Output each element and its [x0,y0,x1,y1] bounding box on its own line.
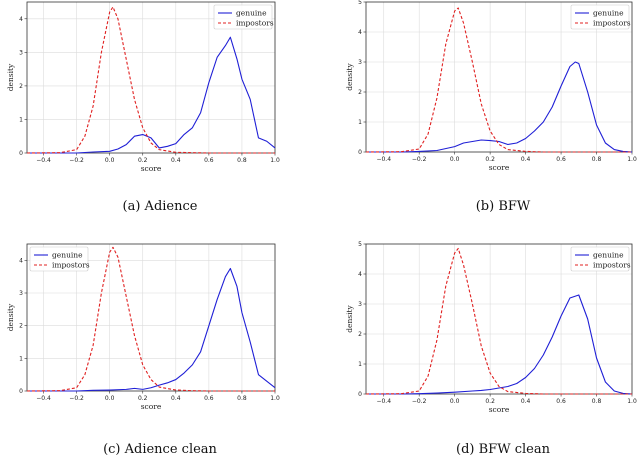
y-tick-label: 4 [358,271,362,278]
x-tick-label: 0.2 [138,157,148,164]
series-line-genuine [366,294,633,395]
x-tick-label: 0.4 [521,156,531,163]
legend-label-genuine: genuine [236,9,267,18]
x-tick-label: −0.4 [36,395,51,402]
chart-panel-1: −0.4 −0.2 0.0 0.2 0.4 0.6 0.8 1.0 0 1 2 3 4 5 score den… [345,0,637,214]
x-tick-label: 0.0 [450,398,460,405]
chart-panel-2: −0.4 −0.2 0.0 0.2 0.4 0.6 0.8 1.0 0 1 2 3 4 score dens… [6,243,280,457]
x-tick-label: 1.0 [270,395,280,402]
series-line-impostors [365,7,632,153]
y-axis-label: density [6,63,15,91]
series-line-impostors [365,247,632,395]
subfigure-caption: (d) BFW clean [456,442,551,457]
plot-frame [365,243,633,395]
y-tick-label: 4 [19,257,23,264]
legend-label-impostors: impostors [593,261,631,270]
x-tick-label: 0.8 [237,157,247,164]
legend-label-genuine: genuine [593,251,624,260]
chart-panel-0: −0.4 −0.2 0.0 0.2 0.4 0.6 0.8 1.0 0 1 2 3 4 score dens… [6,1,280,214]
legend-label-impostors: impostors [236,19,274,28]
y-tick-label: 5 [358,241,362,248]
x-tick-label: 0.6 [204,157,214,164]
plot-frame [365,1,633,153]
y-tick-label: 4 [19,16,23,23]
plot-frame [26,1,276,154]
series-line-genuine [366,61,633,153]
y-tick-label: 3 [19,290,23,297]
y-tick-label: 3 [358,59,362,66]
x-tick-label: 1.0 [627,156,637,163]
x-tick-label: 1.0 [270,157,280,164]
x-axis-label: score [141,402,162,411]
y-tick-label: 3 [19,49,23,56]
x-tick-label: 0.6 [556,398,566,405]
y-tick-label: 0 [19,388,23,395]
chart-panel-3: −0.4 −0.2 0.0 0.2 0.4 0.6 0.8 1.0 0 1 2 3 4 5 score den… [345,241,637,457]
y-tick-label: 2 [358,331,362,338]
y-tick-label: 2 [19,83,23,90]
x-tick-label: 0.4 [521,398,531,405]
series-line-genuine [27,36,276,154]
subfigure-caption: (a) Adience [123,199,198,214]
legend-label-genuine: genuine [593,9,624,18]
x-tick-label: 0.0 [105,157,115,164]
series-line-genuine [27,267,276,392]
y-tick-label: 3 [358,301,362,308]
subfigure-caption: (b) BFW [476,199,531,214]
y-tick-label: 5 [358,0,362,6]
x-tick-label: 0.6 [204,395,214,402]
x-axis-label: score [489,163,510,172]
y-tick-label: 0 [358,391,362,398]
x-tick-label: 0.8 [592,156,602,163]
x-tick-label: 0.8 [592,398,602,405]
x-tick-label: 0.0 [105,395,115,402]
x-tick-label: 0.2 [485,156,495,163]
x-tick-label: 0.4 [171,395,181,402]
x-tick-label: −0.2 [69,157,84,164]
plot-frame [26,243,276,392]
x-tick-label: 0.8 [237,395,247,402]
x-tick-label: 0.2 [138,395,148,402]
y-tick-label: 2 [19,323,23,330]
x-tick-label: −0.2 [69,395,84,402]
x-axis-label: score [141,164,162,173]
x-tick-label: 0.0 [450,156,460,163]
x-tick-label: −0.4 [36,157,51,164]
y-tick-label: 1 [358,361,362,368]
x-axis-label: score [489,405,510,414]
y-tick-label: 4 [358,29,362,36]
y-tick-label: 1 [19,116,23,123]
subfigure-caption: (c) Adience clean [103,442,217,457]
legend-label-impostors: impostors [52,261,90,270]
legend-label-genuine: genuine [52,251,83,260]
x-tick-label: 0.4 [171,157,181,164]
x-tick-label: −0.2 [412,398,427,405]
x-tick-label: 1.0 [627,398,637,405]
y-tick-label: 1 [19,355,23,362]
x-tick-label: 0.2 [485,398,495,405]
x-tick-label: 0.6 [556,156,566,163]
y-tick-label: 0 [19,150,23,157]
x-tick-label: −0.4 [376,398,391,405]
y-tick-label: 2 [358,89,362,96]
series-line-impostors [26,6,275,154]
y-axis-label: density [6,303,15,331]
y-axis-label: density [345,304,354,332]
x-tick-label: −0.2 [412,156,427,163]
y-tick-label: 0 [358,149,362,156]
legend-label-impostors: impostors [593,19,631,28]
series-line-impostors [26,246,275,392]
y-tick-label: 1 [358,119,362,126]
x-tick-label: −0.4 [376,156,391,163]
y-axis-label: density [345,62,354,90]
